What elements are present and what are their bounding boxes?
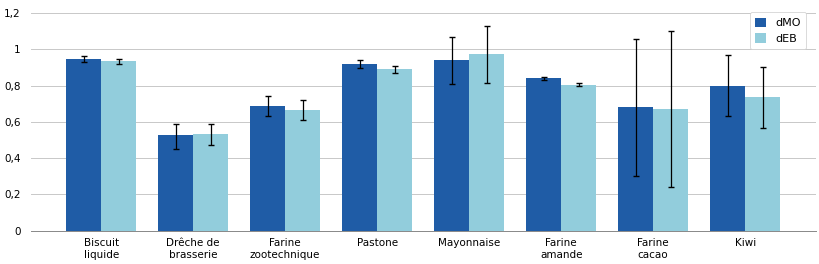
Bar <box>653 109 687 230</box>
Bar <box>158 135 193 230</box>
Bar <box>250 106 285 230</box>
Bar <box>342 64 377 230</box>
Bar <box>434 60 468 230</box>
Bar <box>193 134 228 230</box>
Bar <box>377 69 412 230</box>
Bar <box>618 107 653 230</box>
Bar <box>560 85 595 230</box>
Bar <box>468 54 504 230</box>
Bar <box>285 110 319 230</box>
Bar <box>66 59 101 230</box>
Legend: dMO, dEB: dMO, dEB <box>749 12 805 49</box>
Bar <box>744 97 779 230</box>
Bar <box>101 61 136 230</box>
Bar <box>709 86 744 230</box>
Bar <box>526 78 560 230</box>
